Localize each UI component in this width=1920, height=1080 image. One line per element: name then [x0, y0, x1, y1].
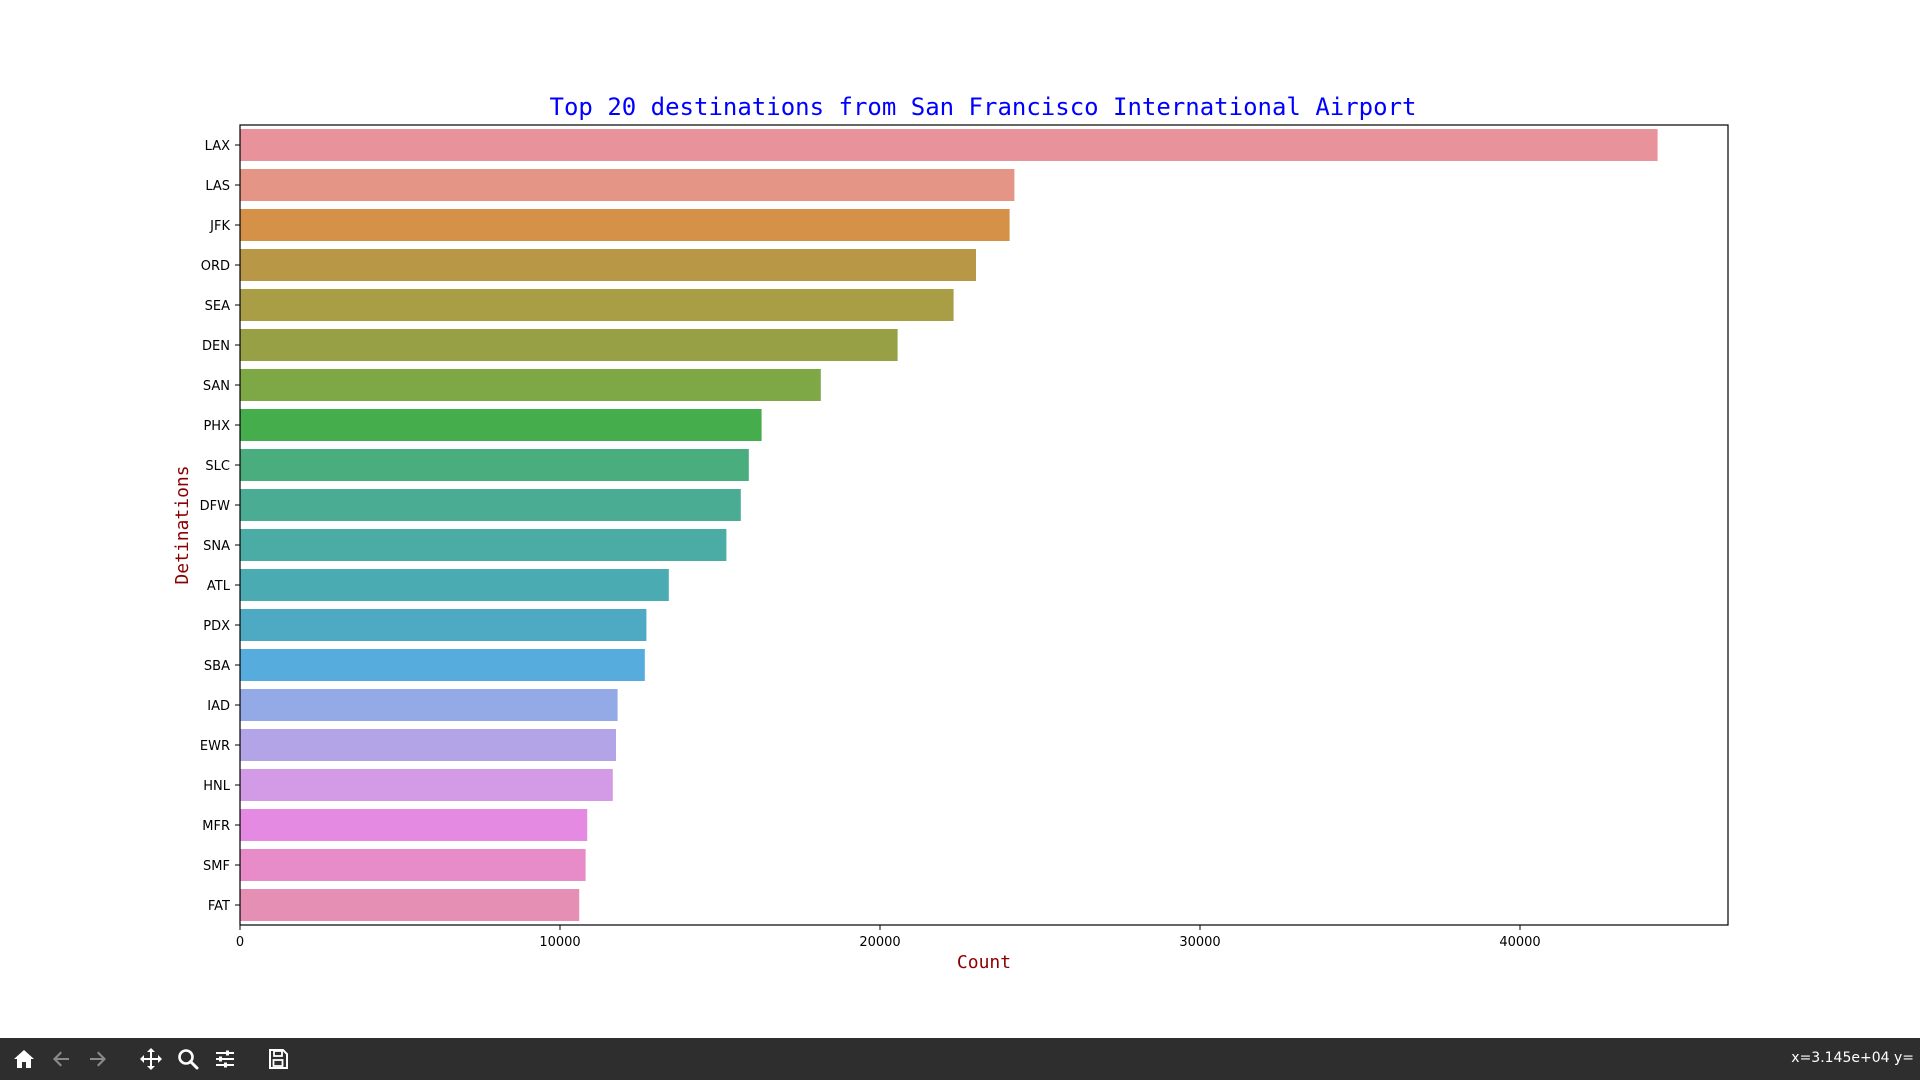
y-tick-label: DEN — [202, 339, 230, 354]
forward-icon — [90, 1051, 106, 1067]
y-tick-label: EWR — [200, 739, 230, 754]
bar-sna — [240, 529, 727, 561]
y-tick-label: SNA — [203, 539, 230, 554]
y-tick-label: SBA — [204, 659, 230, 674]
y-tick-label: IAD — [207, 699, 230, 714]
save-button[interactable] — [260, 1041, 296, 1077]
y-tick-label: SEA — [205, 299, 230, 314]
pan-button[interactable] — [133, 1041, 169, 1077]
bar-jfk — [240, 209, 1010, 241]
bar-atl — [240, 569, 669, 601]
y-tick-label: SMF — [203, 859, 230, 874]
y-tick-label: LAS — [205, 179, 230, 194]
back-icon — [53, 1051, 69, 1067]
chart: Top 20 destinations from San Francisco I… — [172, 93, 1729, 973]
y-tick-label: PHX — [203, 419, 230, 434]
y-tick-label: PDX — [203, 619, 230, 634]
forward-button[interactable] — [80, 1041, 116, 1077]
bar-ord — [240, 249, 976, 281]
chart-title: Top 20 destinations from San Francisco I… — [550, 93, 1417, 121]
pan-icon — [140, 1048, 162, 1070]
toolbar: x=3.145e+04 y= — [0, 1038, 1920, 1080]
x-tick-label: 0 — [236, 935, 244, 950]
y-tick-label: ORD — [201, 259, 230, 274]
coordinates-readout: x=3.145e+04 y= — [1791, 1050, 1914, 1066]
y-tick-label: FAT — [208, 899, 230, 914]
zoom-icon — [178, 1049, 199, 1070]
bar-hnl — [240, 769, 613, 801]
x-tick-label: 20000 — [859, 935, 900, 950]
zoom-button[interactable] — [170, 1041, 206, 1077]
bar-sba — [240, 649, 645, 681]
y-tick-label: LAX — [205, 139, 230, 154]
bar-ewr — [240, 729, 616, 761]
chart-area: Top 20 destinations from San Francisco I… — [172, 93, 1729, 973]
bar-las — [240, 169, 1015, 201]
y-tick-label: JFK — [209, 219, 230, 234]
save-icon — [269, 1049, 288, 1069]
back-button[interactable] — [43, 1041, 79, 1077]
x-tick-label: 30000 — [1179, 935, 1220, 950]
bar-lax — [240, 129, 1658, 161]
y-axis-label: Detinations — [172, 465, 193, 584]
y-ticks-group: LAX LAS JFK ORD SEA DEN SAN PHX SLC DFW SNA ATL PDX S… — [200, 139, 240, 914]
x-tick-label: 40000 — [1499, 935, 1540, 950]
y-tick-label: HNL — [203, 779, 231, 794]
bar-smf — [240, 849, 586, 881]
y-tick-label: ATL — [207, 579, 231, 594]
bars-group — [240, 129, 1658, 921]
bar-pdx — [240, 609, 647, 641]
y-tick-label: MFR — [202, 819, 230, 834]
configure-icon — [216, 1050, 234, 1068]
y-tick-label: SLC — [205, 459, 230, 474]
y-tick-label: SAN — [203, 379, 230, 394]
x-ticks-group: 0 10000 20000 30000 40000 — [236, 925, 1541, 950]
bar-sea — [240, 289, 954, 321]
bar-den — [240, 329, 898, 361]
bar-phx — [240, 409, 762, 441]
x-tick-label: 10000 — [539, 935, 580, 950]
bar-san — [240, 369, 821, 401]
y-tick-label: DFW — [200, 499, 230, 514]
x-axis-label: Count — [957, 952, 1011, 973]
home-icon — [14, 1050, 34, 1068]
bar-mfr — [240, 809, 588, 841]
configure-button[interactable] — [207, 1041, 243, 1077]
plot-frame — [239, 124, 1729, 926]
bar-fat — [240, 889, 580, 921]
bar-dfw — [240, 489, 741, 521]
bar-slc — [240, 449, 749, 481]
home-button[interactable] — [6, 1041, 42, 1077]
bar-iad — [240, 689, 618, 721]
